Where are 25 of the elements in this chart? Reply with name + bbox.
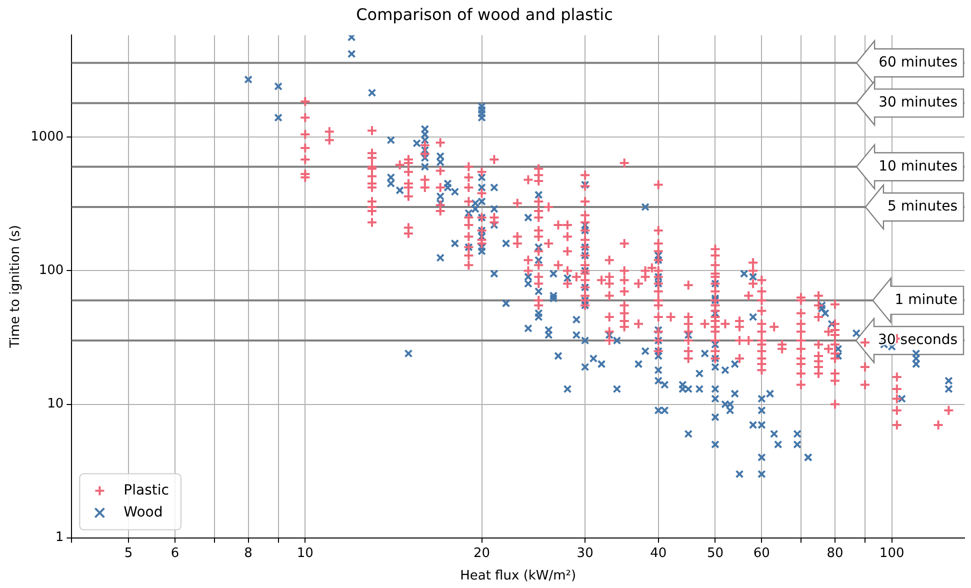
x-tick-label: 20 — [473, 546, 490, 561]
x-tick-label: 5 — [124, 546, 133, 561]
x-axis-title: Heat flux (kW/m²) — [460, 568, 576, 584]
y-axis-title: Time to ignition (s) — [8, 225, 24, 349]
legend-label: Plastic — [124, 482, 169, 498]
x-tick-label: 40 — [650, 546, 667, 561]
ref-line-label: 5 minutes — [887, 198, 958, 215]
x-tick-label: 100 — [879, 546, 904, 561]
ref-line-label: 30 minutes — [878, 94, 958, 111]
x-tick-label: 80 — [826, 546, 844, 561]
x-tick-label: 60 — [753, 546, 770, 561]
x-tick-label: 8 — [244, 546, 252, 561]
ref-line-label: 1 minute — [894, 292, 958, 308]
y-tick-label: 1 — [55, 530, 64, 546]
chart-title: Comparison of wood and plastic — [356, 4, 613, 24]
y-tick-label: 100 — [38, 263, 64, 278]
y-tick-label: 10 — [47, 396, 64, 412]
ref-line-label: 10 minutes — [878, 158, 958, 174]
x-tick-label: 30 — [576, 546, 594, 561]
x-tick-label: 6 — [170, 546, 180, 561]
y-tick-label: 1000 — [30, 130, 64, 145]
x-tick-label: 10 — [296, 546, 314, 561]
legend-label: Wood — [124, 504, 163, 520]
x-tick-label: 50 — [706, 546, 724, 561]
ref-line-label: 60 minutes — [878, 54, 958, 70]
